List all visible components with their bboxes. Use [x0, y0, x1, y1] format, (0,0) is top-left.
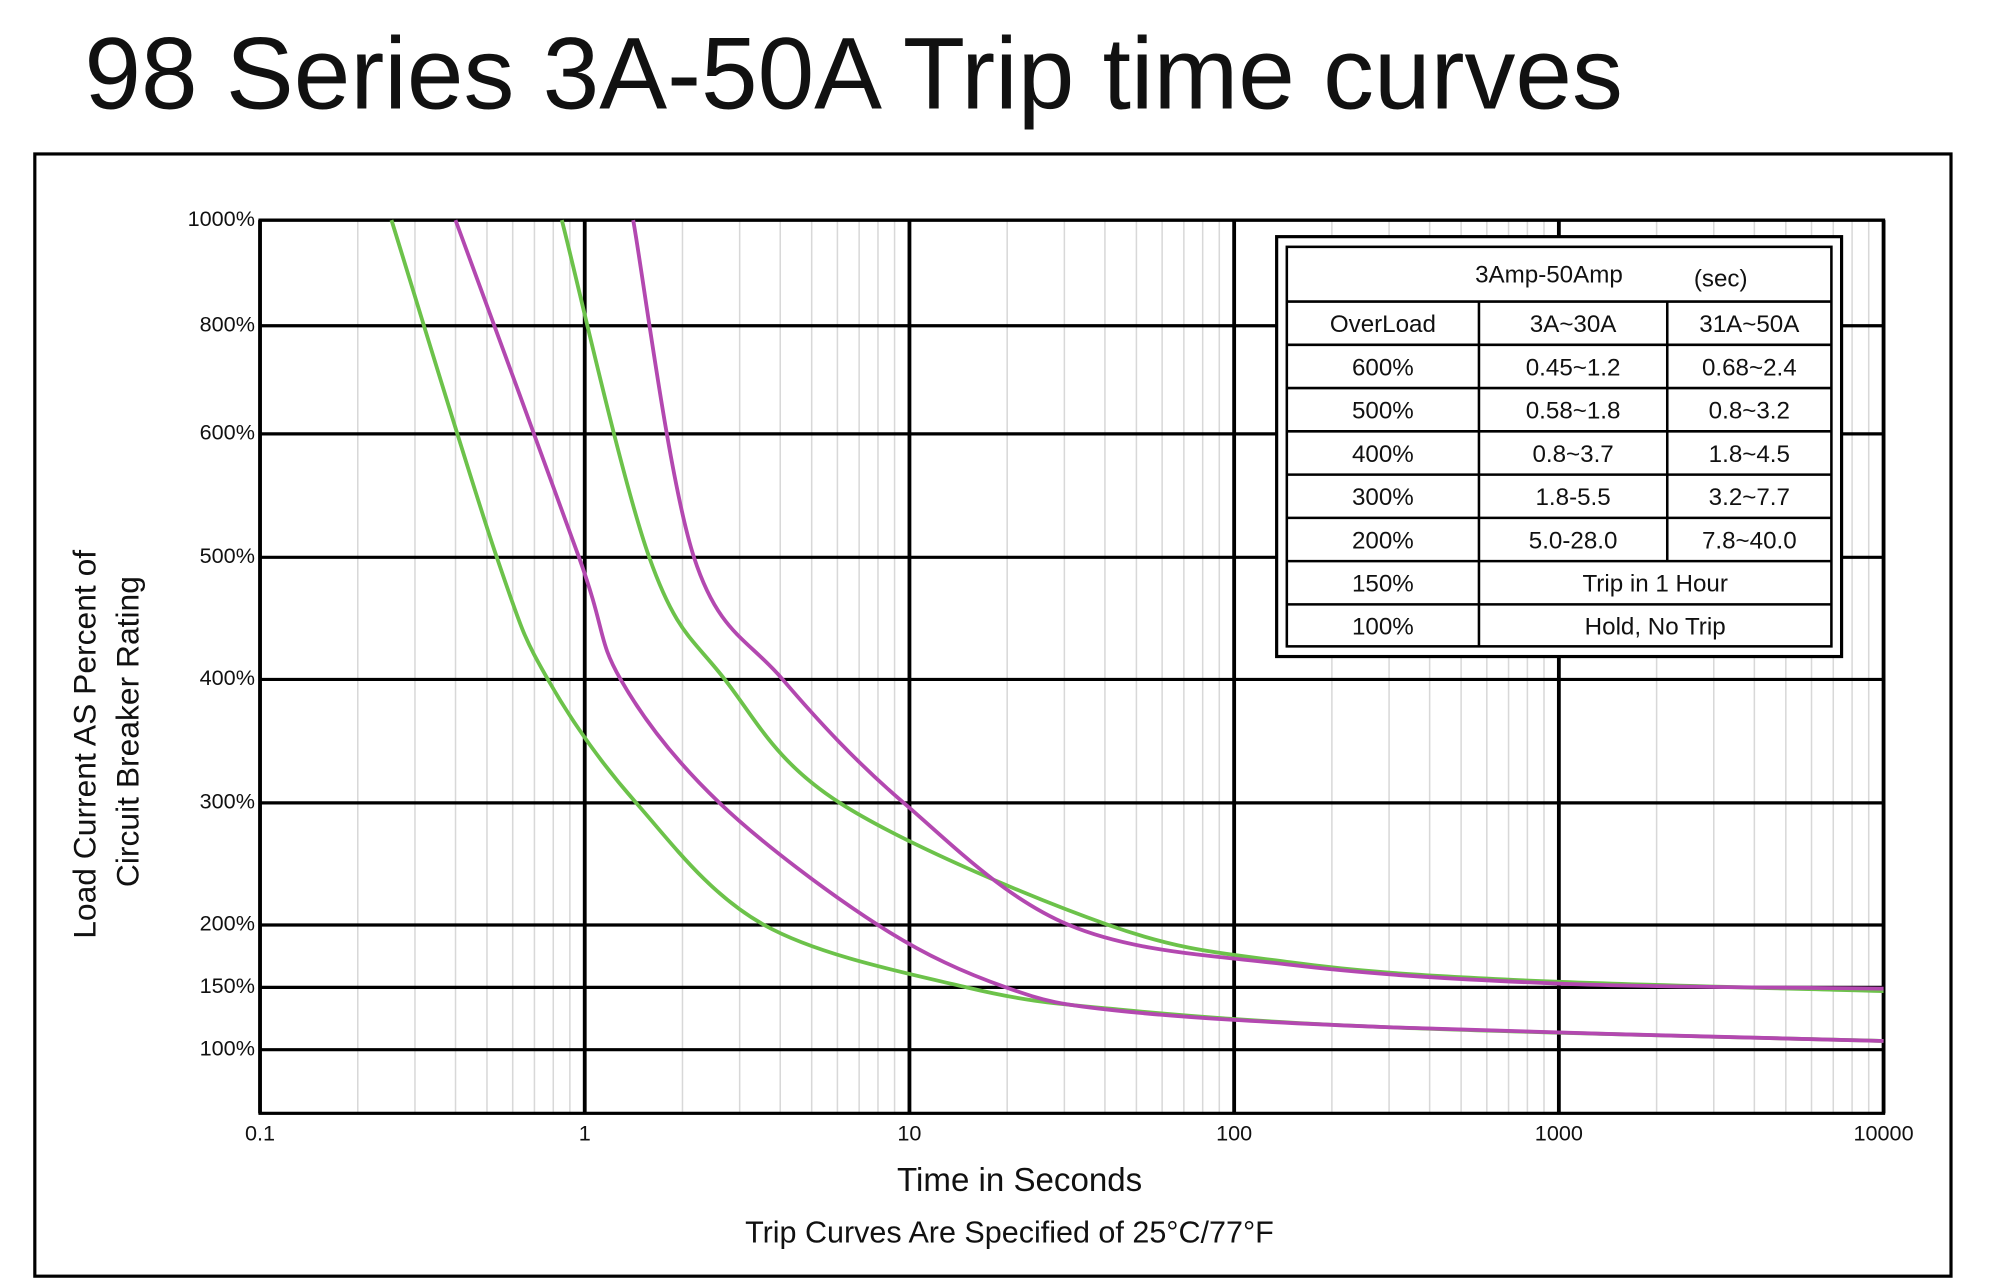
trip-curve — [453, 219, 1884, 1043]
note: Trip Curves Are Specified of 25°C/77°F — [745, 1215, 1274, 1249]
trip-curve — [631, 219, 1884, 991]
table-cell: 150% — [1352, 571, 1414, 598]
y-tick-label: 1000% — [188, 206, 255, 231]
table-cell: 0.68~2.4 — [1702, 354, 1797, 381]
table-inner — [1285, 245, 1833, 648]
table: 3Amp-50Amp (sec) OverLoad 3A~30A 31A~50A 600%… — [1275, 235, 1844, 659]
table-cell: 200% — [1352, 527, 1414, 554]
x-axis-label: Time in Seconds — [897, 1162, 1142, 1199]
table-cell: OverLoad — [1330, 311, 1436, 338]
y-tick-label: 300% — [200, 789, 255, 814]
table-outer — [1275, 235, 1844, 659]
y-tick-label: 600% — [200, 420, 255, 445]
grid: 1000% 800% 600% 500% 400% 300% 200% 150% 100% 0.1… — [188, 206, 1914, 1146]
x-tick-label: 10000 — [1853, 1121, 1913, 1146]
chart-title: 98 Series 3A-50A Trip time curves — [84, 16, 1622, 130]
x-tick-label: 0.1 — [245, 1121, 275, 1146]
y-tick-label: 500% — [200, 543, 255, 568]
table-cell: 100% — [1352, 613, 1414, 640]
table-cell: 7.8~40.0 — [1702, 527, 1797, 554]
table-cell: 1.8-5.5 — [1536, 484, 1611, 511]
y-tick-label: 150% — [200, 973, 255, 998]
table-cell: 400% — [1352, 441, 1414, 468]
x-tick-label: 10 — [897, 1121, 921, 1146]
table-title: 3Amp-50Amp — [1475, 261, 1623, 288]
table-cell: 300% — [1352, 484, 1414, 511]
table-unit: (sec) — [1694, 265, 1748, 292]
curves — [389, 219, 1884, 1043]
table-cell: 0.45~1.2 — [1526, 354, 1621, 381]
table-cell: 600% — [1352, 354, 1414, 381]
table-cell: 0.8~3.7 — [1532, 441, 1613, 468]
table-cell: 3.2~7.7 — [1709, 484, 1790, 511]
table-cell: 1.8~4.5 — [1709, 441, 1790, 468]
y-axis-label: Circuit Breaker Rating — [110, 576, 146, 887]
x-tick-label: 1 — [579, 1121, 591, 1146]
y-axis-label: Load Current AS Percent of — [66, 550, 102, 939]
y-tick-label: 800% — [200, 311, 255, 336]
x-tick-label: 100 — [1216, 1121, 1252, 1146]
labels: Time in Seconds Trip Curves Are Specifie… — [66, 550, 1273, 1250]
table-cell: 3A~30A — [1530, 311, 1618, 338]
x-tick-label: 1000 — [1535, 1121, 1583, 1146]
table-cell: 500% — [1352, 398, 1414, 425]
table-cell: 31A~50A — [1699, 311, 1800, 338]
table-cell: 5.0-28.0 — [1529, 527, 1618, 554]
table-cell: Trip in 1 Hour — [1582, 571, 1727, 598]
table-cell: Hold, No Trip — [1585, 613, 1726, 640]
table-cell: 0.8~3.2 — [1709, 398, 1790, 425]
y-tick-label: 400% — [200, 665, 255, 690]
y-tick-label: 200% — [200, 911, 255, 936]
y-tick-label: 100% — [200, 1035, 255, 1060]
table-cell: 0.58~1.8 — [1526, 398, 1621, 425]
